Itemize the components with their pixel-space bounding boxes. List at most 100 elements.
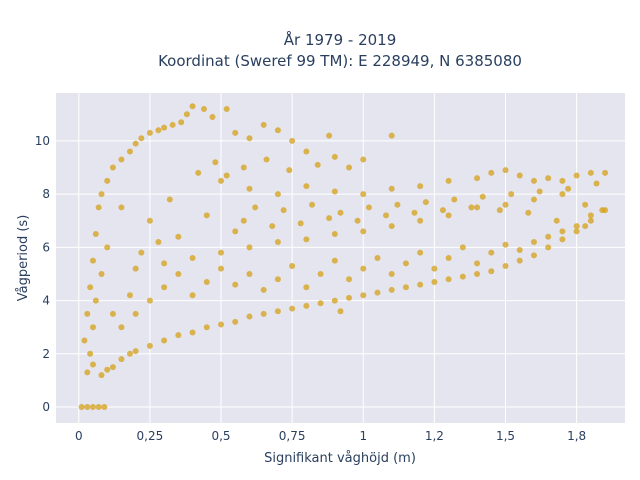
data-point xyxy=(545,175,552,182)
data-point xyxy=(331,257,338,264)
data-point xyxy=(530,239,537,246)
data-point xyxy=(488,249,495,256)
data-point xyxy=(146,342,153,349)
data-point xyxy=(183,111,190,118)
data-point xyxy=(178,119,185,126)
data-point xyxy=(126,148,133,155)
data-point xyxy=(118,156,125,163)
data-point xyxy=(78,404,85,411)
data-point xyxy=(274,276,281,283)
data-point xyxy=(109,364,116,371)
data-point xyxy=(545,233,552,240)
data-point xyxy=(565,185,572,192)
data-point xyxy=(346,294,353,301)
data-point xyxy=(573,223,580,230)
data-point xyxy=(374,289,381,296)
data-point xyxy=(553,217,560,224)
data-point xyxy=(303,302,310,309)
data-point xyxy=(189,255,196,261)
data-point xyxy=(388,132,395,139)
data-point xyxy=(360,265,367,272)
data-point xyxy=(573,172,580,179)
x-tick-label: 1,8 xyxy=(567,429,586,443)
data-point xyxy=(573,228,580,235)
data-point xyxy=(274,239,281,246)
data-point xyxy=(218,321,225,328)
y-tick-label: 8 xyxy=(42,187,50,201)
data-point xyxy=(286,167,293,174)
data-point xyxy=(582,223,589,230)
data-point xyxy=(269,223,276,230)
data-point xyxy=(388,223,395,230)
data-point xyxy=(360,292,367,299)
data-point xyxy=(132,348,139,355)
data-point xyxy=(175,233,182,240)
data-point xyxy=(232,228,239,235)
data-point xyxy=(92,231,99,238)
data-point xyxy=(146,217,153,224)
data-point xyxy=(223,105,230,112)
data-point xyxy=(559,191,566,198)
data-point xyxy=(246,135,253,142)
data-point xyxy=(109,164,116,171)
data-point xyxy=(317,270,324,277)
data-point xyxy=(84,369,91,376)
x-tick-label: 1,5 xyxy=(496,429,515,443)
data-point xyxy=(383,212,390,219)
data-point xyxy=(161,124,168,131)
data-point xyxy=(417,183,424,190)
data-point xyxy=(118,356,125,363)
data-point xyxy=(587,217,594,224)
data-point xyxy=(417,281,424,288)
data-point xyxy=(200,105,207,112)
data-point xyxy=(303,148,310,155)
data-point xyxy=(98,270,105,277)
data-point xyxy=(331,231,338,238)
data-point xyxy=(126,292,133,299)
data-point xyxy=(445,255,452,261)
data-point xyxy=(126,350,133,357)
data-point xyxy=(203,324,210,331)
data-point xyxy=(175,270,182,277)
x-tick-label: 0,75 xyxy=(279,429,306,443)
data-point xyxy=(411,209,418,216)
data-point xyxy=(326,132,333,139)
data-point xyxy=(468,204,475,211)
data-point xyxy=(508,191,515,198)
data-point xyxy=(474,204,481,211)
data-point xyxy=(138,135,145,142)
data-point xyxy=(479,193,486,200)
data-point xyxy=(218,177,225,184)
data-point xyxy=(536,188,543,195)
data-point xyxy=(445,177,452,184)
data-point xyxy=(530,177,537,184)
data-point xyxy=(496,207,503,214)
data-point xyxy=(394,201,401,208)
data-point xyxy=(388,270,395,277)
data-point xyxy=(474,270,481,277)
data-point xyxy=(289,137,296,144)
y-tick-label: 0 xyxy=(42,400,50,414)
x-tick-label: 0,25 xyxy=(137,429,164,443)
data-point xyxy=(240,164,247,171)
data-point xyxy=(246,244,253,251)
data-point xyxy=(502,201,509,208)
data-point xyxy=(263,156,270,163)
data-point xyxy=(87,350,94,357)
data-point xyxy=(203,278,210,285)
data-point xyxy=(337,209,344,216)
y-tick-label: 4 xyxy=(42,294,50,308)
plot-area xyxy=(56,93,625,423)
data-point xyxy=(502,262,509,269)
data-point xyxy=(360,156,367,163)
data-point xyxy=(337,308,344,315)
data-point xyxy=(303,284,310,291)
data-point xyxy=(161,260,168,267)
data-point xyxy=(155,239,162,246)
data-point xyxy=(280,207,287,214)
data-point xyxy=(223,172,230,179)
data-point xyxy=(388,185,395,192)
data-point xyxy=(84,310,91,317)
chart-title-line-1: År 1979 - 2019 xyxy=(284,30,397,49)
data-point xyxy=(559,228,566,235)
